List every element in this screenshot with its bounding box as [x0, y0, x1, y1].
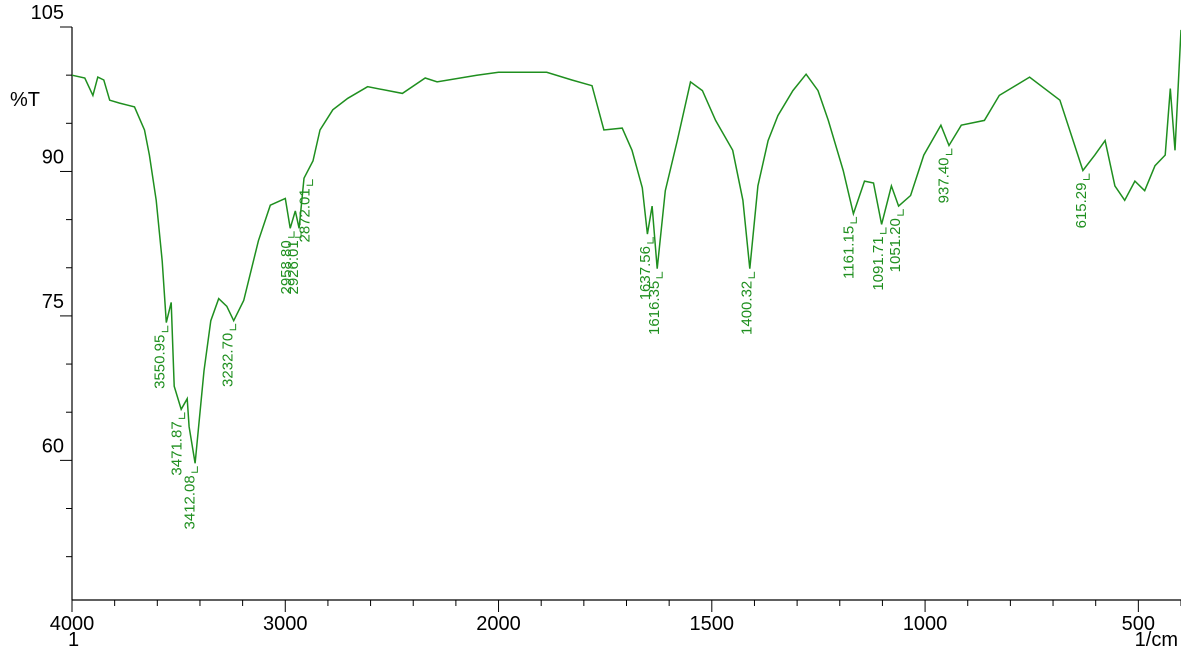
peak-label: 1051.20 [887, 218, 904, 272]
y-tick-label: 60 [42, 435, 64, 457]
x-tick-label: 4000 [50, 613, 95, 635]
peak-label: 1637.56 [637, 246, 654, 300]
peak-label: 937.40 [936, 157, 953, 203]
peak-marker [1083, 173, 1090, 180]
x-tick-label: 1500 [690, 613, 735, 635]
peak-marker [161, 325, 169, 333]
legend-entry: 1 [68, 629, 79, 650]
y-tick-label: 75 [42, 291, 64, 313]
peak-marker [191, 466, 198, 473]
peak-marker [879, 227, 887, 234]
peak-label: 3471.87 [169, 421, 186, 475]
spectrum-line [71, 29, 1181, 464]
peak-marker [306, 179, 314, 186]
x-tick-label: 3000 [263, 613, 308, 635]
peak-label: 1616.35 [646, 281, 663, 335]
peak-marker [229, 323, 237, 331]
x-tick-label: 1000 [903, 613, 948, 635]
peak-marker [288, 231, 295, 238]
x-tick-label: 2000 [476, 613, 521, 635]
peak-marker [178, 412, 186, 419]
peak-marker [748, 271, 755, 279]
peak-marker [897, 209, 904, 216]
peak-label: 1161.15 [840, 226, 857, 279]
peak-label: 3412.08 [181, 475, 198, 529]
x-axis-label: 1/cm [1135, 629, 1178, 650]
peak-label: 3550.95 [152, 335, 169, 389]
peak-marker [945, 148, 953, 155]
peak-label: 1091.71 [870, 236, 887, 290]
peak-marker [295, 231, 302, 238]
y-tick-label: 90 [42, 146, 64, 168]
peak-marker [850, 216, 857, 224]
y-axis-label: %T [10, 89, 40, 111]
peak-label: 2872.01 [297, 188, 314, 242]
peak-marker [656, 271, 663, 279]
x-tick-label: 500 [1122, 613, 1155, 635]
peak-label: 2926.01 [285, 240, 302, 294]
peak-marker [647, 237, 654, 244]
peak-label: 3232.70 [220, 333, 237, 387]
peak-label: 1400.32 [738, 281, 755, 335]
peak-label: 2958.80 [278, 240, 295, 294]
peak-label: 615.29 [1073, 182, 1090, 228]
y-tick-label: 105 [31, 2, 64, 24]
